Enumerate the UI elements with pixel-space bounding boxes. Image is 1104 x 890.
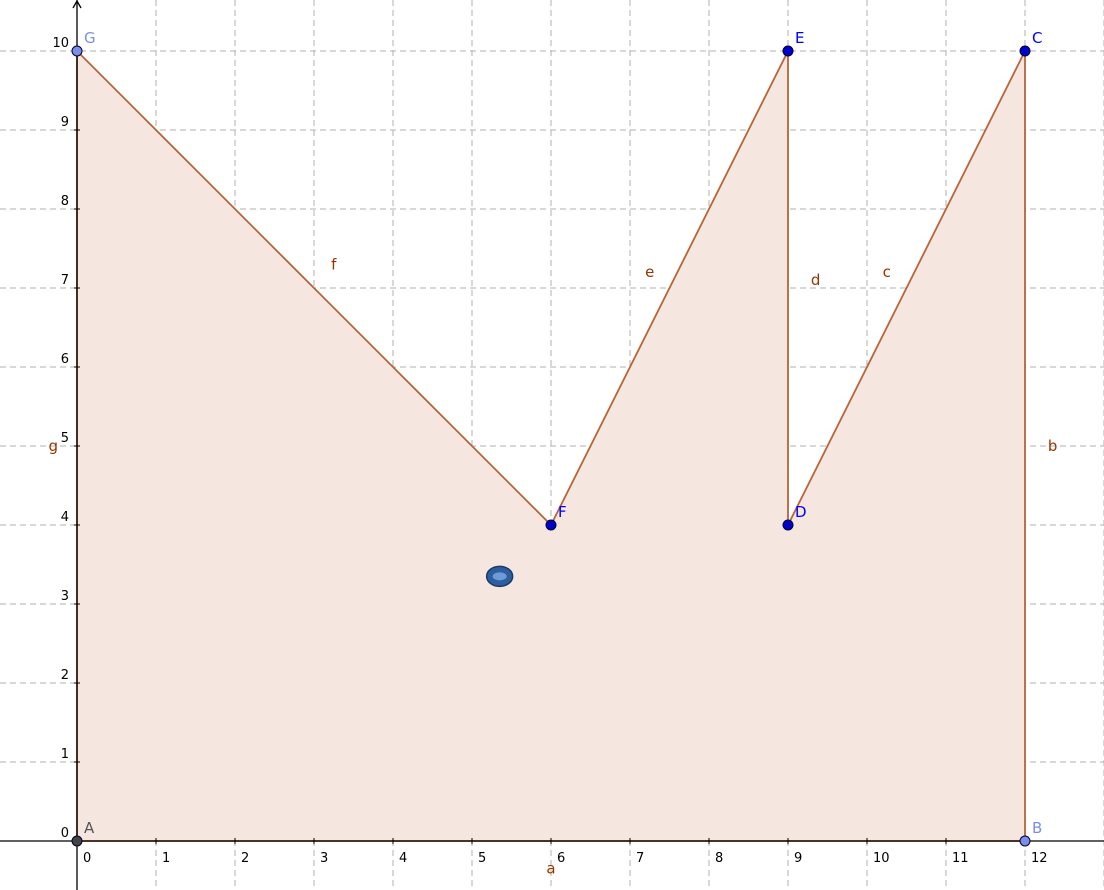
segment-label-g: g [49, 437, 59, 455]
y-tick-label: 5 [61, 431, 69, 446]
point-label-D: D [795, 503, 807, 521]
point-label-F: F [558, 503, 567, 521]
point-label-G: G [84, 29, 96, 47]
segment-e [550, 50, 789, 526]
x-tick-label: 1 [162, 851, 170, 866]
y-tick-label: 0 [61, 826, 69, 841]
point-label-E: E [795, 29, 804, 47]
x-tick-label: 3 [320, 851, 328, 866]
point-G[interactable] [71, 45, 83, 57]
mouse-cursor-highlight [492, 572, 507, 581]
x-tick-label: 6 [557, 851, 565, 866]
segment-label-f: f [331, 255, 337, 273]
x-tick-label: 5 [478, 851, 486, 866]
point-E[interactable] [782, 45, 794, 57]
segment-label-e: e [645, 263, 654, 281]
cursor-layer [485, 565, 514, 588]
point-label-B: B [1032, 819, 1042, 837]
x-tick-label: 2 [241, 851, 249, 866]
y-tick-label: 3 [61, 589, 69, 604]
x-tick-label: 10 [873, 851, 890, 866]
y-tick-label: 10 [52, 36, 69, 51]
x-tick-label: 12 [1031, 851, 1048, 866]
point-D[interactable] [782, 519, 794, 531]
x-tick-label: 8 [715, 851, 723, 866]
y-tick-label: 1 [61, 747, 69, 762]
x-tick-label: 9 [794, 851, 802, 866]
point-label-C: C [1032, 29, 1042, 47]
x-tick-label: 0 [83, 851, 91, 866]
point-label-A: A [84, 819, 95, 837]
segment-label-c: c [883, 263, 891, 281]
y-axis-arrow [72, 0, 82, 9]
y-tick-label: 9 [61, 115, 69, 130]
x-tick-label: 7 [636, 851, 644, 866]
y-tick-label: 4 [61, 510, 69, 525]
point-B[interactable] [1019, 835, 1031, 847]
point-C[interactable] [1019, 45, 1031, 57]
segment-labels: a b c d e f g [49, 255, 1058, 877]
point-F[interactable] [545, 519, 557, 531]
x-tick-label: 11 [952, 851, 969, 866]
y-tick-label: 2 [61, 668, 69, 683]
segment-label-b: b [1048, 437, 1058, 455]
segment-label-a: a [546, 860, 555, 878]
segment-c [787, 50, 1026, 526]
x-tick-label: 4 [399, 851, 407, 866]
point-A[interactable] [71, 835, 83, 847]
y-tick-label: 7 [61, 273, 69, 288]
y-tick-label: 6 [61, 352, 69, 367]
segment-f [76, 50, 552, 526]
segment-label-d: d [811, 271, 821, 289]
y-tick-label: 8 [61, 194, 69, 209]
points-layer[interactable]: A B C D E F G [71, 29, 1042, 847]
